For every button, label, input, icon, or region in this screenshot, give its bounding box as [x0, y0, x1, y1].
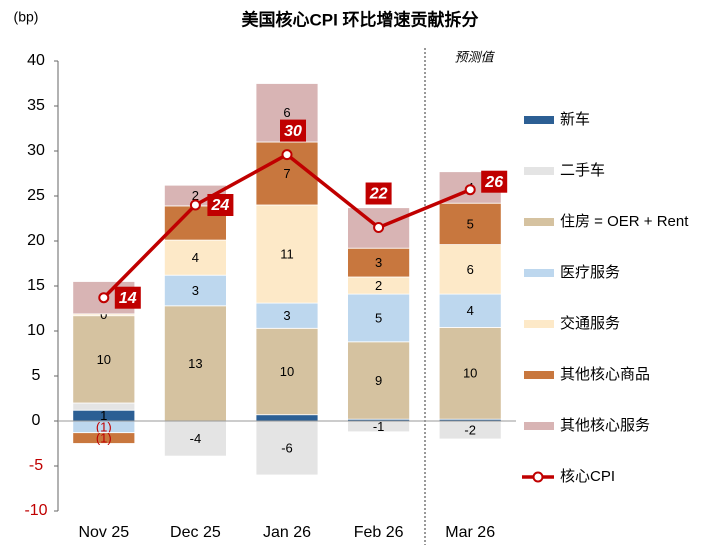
bar-segment: [163, 274, 227, 307]
legend-label: 交通服务: [560, 314, 620, 332]
bar-segment: [255, 204, 319, 304]
y-tick-label: -10: [24, 502, 47, 519]
bar-segment: [347, 293, 411, 343]
data-label: 2: [192, 188, 199, 203]
bar-segment: [72, 432, 136, 444]
data-label: 10: [463, 366, 477, 381]
y-tick-label: -5: [29, 457, 43, 474]
x-tick-label: Nov 25: [78, 524, 129, 541]
legend-label: 住房 = OER + Rent: [560, 213, 689, 230]
line-marker: [464, 184, 476, 196]
legend-label: 新车: [560, 111, 590, 128]
y-axis-label: (bp): [14, 9, 39, 25]
legend-label: 二手车: [560, 162, 605, 179]
y-tick-label: 5: [32, 367, 41, 384]
line-marker: [189, 199, 201, 211]
data-label: 3: [283, 308, 290, 323]
data-label: 10: [97, 352, 111, 367]
data-label: 5: [375, 310, 382, 325]
legend-label: 医疗服务: [560, 264, 620, 281]
y-tick-label: 30: [27, 142, 45, 159]
legend-swatch: [524, 371, 554, 379]
x-tick-label: Dec 25: [170, 524, 221, 541]
x-tick-label: Feb 26: [354, 524, 404, 541]
data-label: 13: [188, 356, 202, 371]
y-tick-label: 0: [32, 412, 41, 429]
y-tick-label: 40: [27, 52, 45, 69]
bar-segment: [163, 239, 227, 276]
y-tick-label: 10: [27, 322, 45, 339]
data-label: 9: [375, 373, 382, 388]
y-tick-label: 15: [27, 277, 45, 294]
line-marker: [281, 149, 293, 161]
data-label: 3: [375, 255, 382, 270]
legend-label: 其他核心服务: [560, 417, 650, 434]
bar-segment: [255, 327, 319, 416]
line-label: 14: [119, 290, 137, 307]
data-label: -2: [464, 422, 476, 437]
bar-segment: [438, 326, 502, 420]
legend-swatch: [524, 167, 554, 175]
line-label-box: [481, 170, 508, 193]
bar-segment: [255, 420, 319, 476]
bar-segment: [438, 202, 502, 245]
line-label: 26: [484, 174, 503, 191]
legend-marker: [532, 471, 544, 483]
bar-segment: [163, 420, 227, 457]
x-tick-label: Jan 26: [263, 524, 311, 541]
bar-segment: [347, 341, 411, 420]
data-label: -6: [281, 440, 293, 455]
data-label: 0: [100, 307, 107, 322]
line-label-box: [365, 182, 392, 205]
legend-swatch: [524, 218, 554, 226]
data-label: 5: [467, 216, 474, 231]
legend-swatch: [524, 422, 554, 430]
data-label: -1: [373, 419, 385, 434]
legend-label: 核心CPI: [560, 468, 615, 485]
line-label-box: [114, 286, 141, 309]
legend-swatch: [524, 320, 554, 328]
data-label: 4: [192, 250, 199, 265]
x-tick-label: Mar 26: [445, 524, 495, 541]
data-label: 10: [280, 364, 294, 379]
y-tick-label: 25: [27, 187, 45, 204]
line-label-box: [207, 194, 234, 216]
legend-swatch: [524, 116, 554, 124]
bar-segment: [255, 414, 319, 422]
data-label: (1): [96, 419, 112, 434]
bar-segment: [72, 315, 136, 404]
data-label: 1: [100, 408, 107, 423]
chart-title: 美国核心CPI 环比增速贡献拆分: [241, 9, 478, 29]
data-label: 6: [283, 105, 290, 120]
line-label: 22: [369, 186, 388, 203]
bar-segment: [438, 293, 502, 328]
legend-swatch: [524, 269, 554, 277]
data-label: 2: [375, 278, 382, 293]
data-label: -4: [190, 431, 202, 446]
forecast-annotation: 预测值: [454, 49, 495, 64]
legend-label: 其他核心商品: [560, 366, 650, 383]
data-label: (1): [96, 431, 112, 446]
y-tick-label: 35: [27, 97, 45, 114]
data-label: 4: [467, 303, 474, 318]
line-label: 24: [211, 197, 230, 214]
line-marker: [373, 222, 385, 233]
data-label: 11: [280, 246, 294, 261]
data-label: 6: [467, 262, 474, 277]
bar-segment: [72, 402, 136, 411]
data-label: 7: [283, 166, 290, 181]
line-label: 30: [284, 123, 302, 140]
bar-segment: [255, 302, 319, 329]
data-label: 3: [192, 283, 199, 298]
line-marker: [98, 292, 110, 304]
line-label-box: [280, 119, 306, 142]
y-tick-label: 20: [27, 232, 45, 249]
